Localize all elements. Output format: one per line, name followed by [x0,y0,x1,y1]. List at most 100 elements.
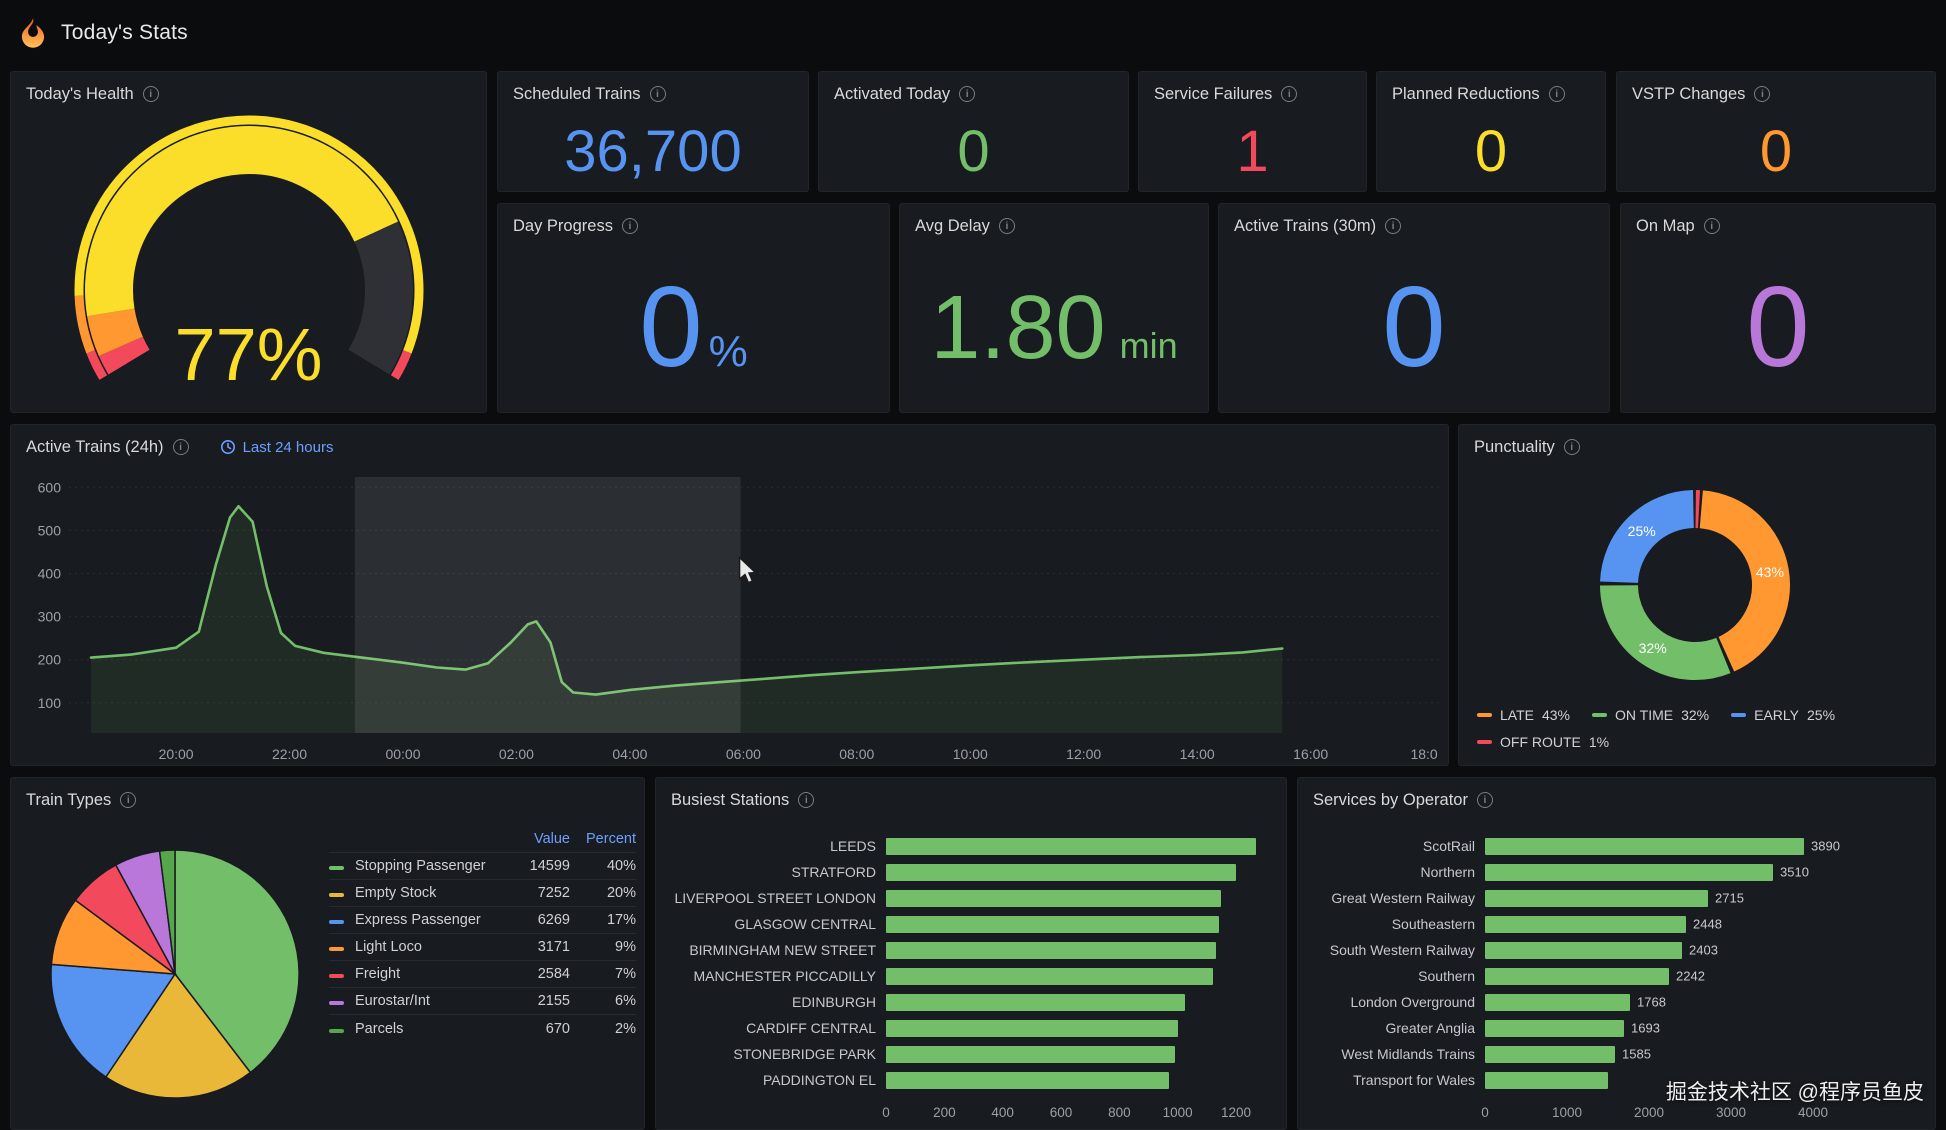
bar[interactable] [1485,1045,1615,1063]
x-axis-label: 00:00 [385,746,420,762]
legend-table-row[interactable]: Empty Stock 7252 20% [329,880,636,907]
info-icon[interactable] [1281,86,1298,102]
donut-slice[interactable] [1600,584,1731,680]
bar-category-label: Transport for Wales [1353,1072,1475,1088]
panel-title[interactable]: Activated Today [834,84,951,103]
bar[interactable] [886,967,1213,985]
y-axis-label: 400 [38,566,62,582]
bar[interactable] [1485,1019,1624,1037]
bar[interactable] [886,837,1256,855]
x-axis-tick-label: 0 [1481,1105,1489,1120]
legend-item[interactable]: EARLY 25% [1731,701,1835,728]
train-types-pie-chart[interactable] [11,778,645,1130]
series-line[interactable] [89,505,1284,696]
info-icon[interactable] [120,792,137,808]
legend-table-row[interactable]: Stopping Passenger 14599 40% [329,853,636,880]
info-icon[interactable] [142,86,159,102]
x-axis-tick-label: 400 [991,1105,1014,1120]
panel-title[interactable]: Today's Health [26,84,134,103]
gauge-threshold-band [86,350,108,380]
panel-title[interactable]: Busiest Stations [671,790,790,809]
bar[interactable] [886,915,1219,933]
bar[interactable] [1485,967,1669,985]
stat-value: 0 % [639,271,748,385]
panel-title[interactable]: Service Failures [1154,84,1273,103]
bar[interactable] [886,889,1221,907]
panel-title[interactable]: Services by Operator [1313,790,1468,809]
column-header-percent[interactable]: Percent [586,831,636,847]
bar[interactable] [1485,993,1630,1011]
panel-title[interactable]: Active Trains (24h) [26,437,164,456]
bar[interactable] [1485,915,1686,933]
info-icon[interactable] [959,86,976,102]
panel-title[interactable]: VSTP Changes [1632,84,1746,103]
info-icon[interactable] [649,86,666,102]
zoom-selection-region[interactable] [354,477,741,733]
info-icon[interactable] [798,792,815,808]
legend-color-swatch [1592,712,1608,717]
legend-table-row[interactable]: Freight 2584 7% [329,961,636,988]
info-icon[interactable] [172,439,189,455]
legend-table-row[interactable]: Parcels 670 2% [329,1015,636,1042]
bar-row: MANCHESTER PICCADILLY [672,963,1278,989]
bar[interactable] [886,941,1216,959]
info-icon[interactable] [1476,792,1493,808]
info-icon[interactable] [1703,218,1720,234]
health-gauge-chart[interactable] [11,72,487,413]
bar-row: West Midlands Trains 1585 [1314,1041,1927,1067]
panel-title[interactable]: Punctuality [1474,437,1555,456]
bar[interactable] [886,1045,1175,1063]
pie-slice[interactable] [158,849,176,975]
legend-table-row[interactable]: Express Passenger 6269 17% [329,907,636,934]
services-by-operator-bar-chart[interactable]: ScotRail 3890 Northern 3510 Great Western Ra… [1314,822,1927,1125]
grafana-logo-flame-icon[interactable] [18,17,48,49]
legend-item[interactable]: OFF ROUTE 1% [1477,728,1609,755]
donut-slice[interactable] [1600,490,1695,584]
bar-track: 3890 [1485,837,1927,855]
bar-value-label: 1693 [1631,1020,1660,1036]
bar[interactable] [886,1071,1169,1089]
info-icon[interactable] [1754,86,1771,102]
legend-item[interactable]: LATE 43% [1477,701,1570,728]
time-range-control[interactable]: Last 24 hours [220,439,333,456]
bar[interactable] [1485,889,1708,907]
punctuality-donut-chart[interactable]: 43% 32% 25% [1459,425,1936,766]
info-icon[interactable] [1563,439,1580,455]
legend-table-row[interactable]: Eurostar/Int 2155 6% [329,988,636,1015]
column-header-value[interactable]: Value [533,831,570,847]
bar[interactable] [1485,1071,1608,1089]
x-axis-label: 14:00 [1180,746,1215,762]
active-trains-line-chart[interactable]: 100 200 300 400 500 600 20:00 22:00 00:00 02:00 04… [11,425,1449,766]
panel-title[interactable]: Train Types [26,790,112,809]
pie-slice[interactable] [50,963,177,1079]
panel-title[interactable]: Active Trains (30m) [1234,216,1377,235]
app-header: Today's Stats [0,0,1946,66]
busiest-stations-bar-chart[interactable]: LEEDS STRATFORD LIVERPOOL STREET LONDON GLA… [672,822,1278,1125]
donut-slice[interactable] [1699,490,1790,672]
info-icon[interactable] [998,218,1015,234]
info-icon[interactable] [1385,218,1402,234]
legend-item[interactable]: ON TIME 32% [1592,701,1709,728]
bar[interactable] [886,1019,1178,1037]
bar[interactable] [1485,941,1682,959]
info-icon[interactable] [1548,86,1565,102]
series-value: 670 [545,1020,570,1037]
panel-title[interactable]: Scheduled Trains [513,84,641,103]
pie-slice[interactable] [104,972,252,1099]
bar[interactable] [1485,837,1804,855]
bar[interactable] [886,863,1236,881]
legend-table-row[interactable]: Light Loco 3171 9% [329,934,636,961]
panel-title[interactable]: Avg Delay [915,216,990,235]
bar[interactable] [1485,863,1773,881]
series-name: Light Loco [355,939,422,955]
bar[interactable] [886,993,1185,1011]
panel-title[interactable]: Planned Reductions [1392,84,1540,103]
bar-row: Transport for Wales [1314,1067,1927,1093]
y-axis-label: 200 [38,652,62,668]
panel-title[interactable]: Day Progress [513,216,613,235]
y-axis-label: 100 [38,695,62,711]
info-icon[interactable] [621,218,638,234]
y-axis-label: 600 [38,479,62,495]
pie-slice[interactable] [174,849,300,1074]
panel-title[interactable]: On Map [1636,216,1695,235]
